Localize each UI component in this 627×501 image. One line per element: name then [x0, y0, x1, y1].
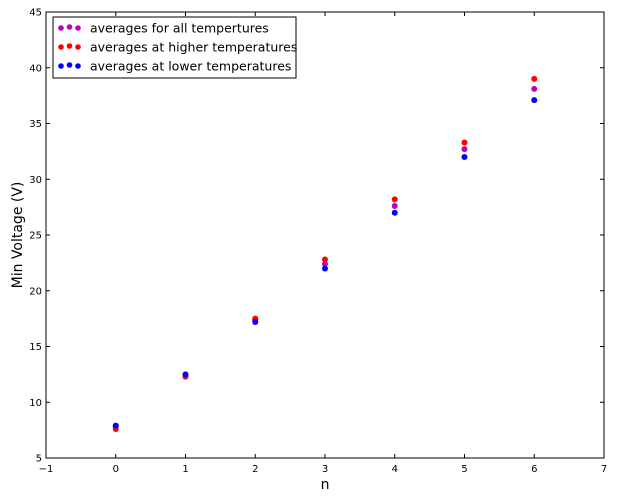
data-point [182, 371, 189, 378]
plot-marks [112, 75, 538, 433]
x-tick-label: 3 [322, 464, 328, 475]
legend: averages for all tempertures averages at … [52, 16, 297, 79]
series-2 [112, 97, 538, 429]
series-1 [112, 75, 538, 433]
axis-ticks [45, 11, 605, 459]
legend-marker [58, 44, 64, 50]
y-tick-label: 5 [36, 454, 42, 465]
x-tick-label: 4 [392, 464, 398, 475]
y-tick-label: 30 [29, 175, 42, 186]
data-point [112, 422, 119, 429]
data-point [531, 75, 538, 82]
x-tick-label: 2 [252, 464, 258, 475]
data-point [461, 139, 468, 146]
y-tick-label: 45 [29, 8, 42, 19]
x-axis-label: n [321, 477, 330, 493]
legend-marker [75, 44, 81, 50]
data-point [531, 85, 538, 92]
legend-label: averages at lower temperatures [90, 59, 291, 74]
data-point [461, 153, 468, 160]
y-tick-label: 10 [29, 398, 42, 409]
x-tick-label: 5 [461, 464, 467, 475]
y-tick-label: 25 [29, 231, 42, 242]
y-tick-label: 35 [29, 119, 42, 130]
data-point [322, 265, 328, 272]
data-point [252, 318, 259, 325]
x-tick-label: 7 [601, 464, 607, 475]
x-tick-label: 1 [182, 464, 188, 475]
x-tick-label: 6 [531, 464, 537, 475]
data-point [461, 146, 468, 153]
legend-marker [58, 63, 64, 69]
legend-marker [58, 25, 64, 31]
y-tick-label: 40 [29, 63, 42, 74]
legend-marker [66, 62, 73, 68]
data-point [322, 260, 328, 267]
legend-item: averages for all tempertures [58, 21, 269, 36]
data-point [391, 209, 398, 216]
data-point [391, 196, 398, 203]
y-tick-label: 20 [29, 286, 42, 297]
y-tick-label: 15 [29, 342, 42, 353]
x-tick-label: 0 [113, 464, 119, 475]
legend-box [52, 16, 297, 79]
legend-label: averages for all tempertures [90, 21, 269, 36]
legend-marker [66, 24, 73, 30]
legend-item: averages at lower temperatures [58, 59, 291, 74]
y-axis-label: Min Voltage (V) [10, 182, 26, 289]
data-point [391, 203, 398, 210]
legend-item: averages at higher temperatures [58, 40, 297, 55]
legend-marker [66, 43, 73, 49]
legend-marker [75, 25, 81, 31]
x-tick-label: −1 [39, 464, 54, 475]
data-point [322, 256, 328, 263]
data-point [531, 97, 538, 104]
legend-label: averages at higher temperatures [90, 40, 297, 55]
legend-marker [75, 63, 81, 69]
plot-frame [45, 11, 605, 459]
